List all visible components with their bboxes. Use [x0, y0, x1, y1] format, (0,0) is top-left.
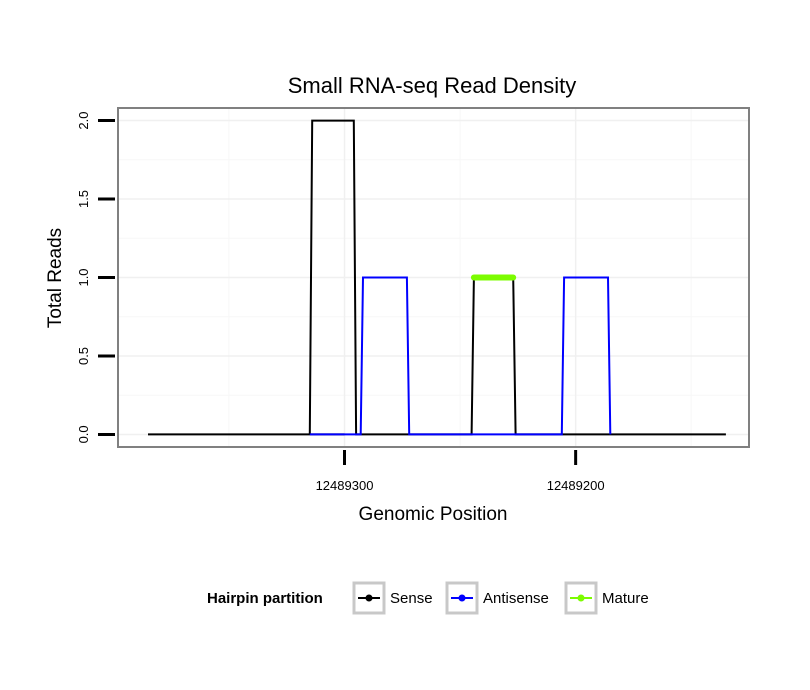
plot-panel-border: [117, 107, 750, 448]
y-axis: 0.0 0.5 1.0 1.5 2.0: [76, 112, 115, 443]
y-tick-label: 1.0: [76, 268, 91, 286]
legend-title: Hairpin partition: [207, 590, 323, 607]
legend-key-dot: [365, 594, 373, 602]
y-tick-label: 1.5: [76, 190, 91, 208]
grid: [118, 108, 749, 447]
legend-key-dot: [458, 594, 466, 602]
x-tick-label: 12489200: [547, 478, 605, 493]
legend-label-sense: Sense: [390, 590, 433, 607]
x-axis-title: Genomic Position: [359, 504, 508, 525]
x-axis: 12489300 12489200: [316, 450, 605, 493]
y-tick-label: 0.0: [76, 425, 91, 443]
legend-key-dot: [577, 594, 585, 602]
legend: Hairpin partition Sense Antisense Mature: [207, 581, 649, 615]
chart-title: Small RNA-seq Read Density: [288, 73, 577, 98]
y-tick-label: 0.5: [76, 347, 91, 365]
y-axis-title: Total Reads: [45, 228, 66, 328]
series-line-antisense: [309, 276, 612, 436]
legend-item-antisense: Antisense: [445, 581, 549, 615]
legend-label-mature: Mature: [602, 590, 649, 607]
series-lines: [148, 119, 726, 436]
y-tick-label: 2.0: [76, 112, 91, 130]
legend-label-antisense: Antisense: [483, 590, 549, 607]
legend-item-mature: Mature: [564, 581, 649, 615]
legend-item-sense: Sense: [352, 581, 433, 615]
x-tick-label: 12489300: [316, 478, 374, 493]
